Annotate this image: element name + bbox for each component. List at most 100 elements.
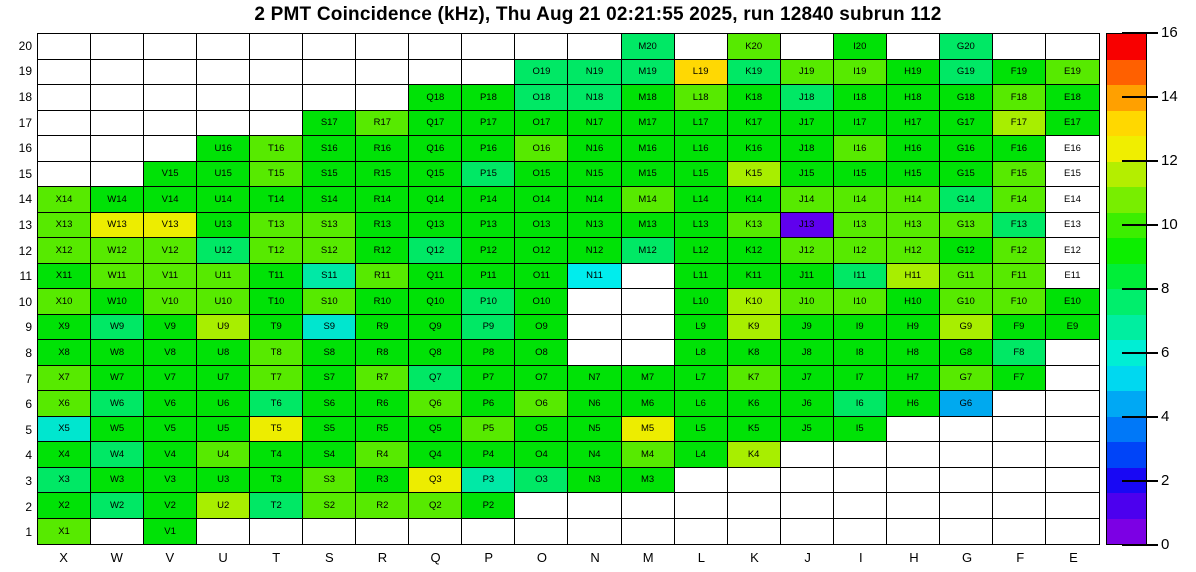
- cell-G6: G6: [939, 391, 993, 417]
- cell-M9: [621, 314, 675, 340]
- cell-Q15: Q15: [409, 161, 463, 187]
- cell-I16: I16: [833, 136, 887, 162]
- cell-O15: O15: [515, 161, 569, 187]
- cell-L4: L4: [674, 442, 728, 468]
- cell-L11: L11: [674, 263, 728, 289]
- cell-K11: K11: [727, 263, 781, 289]
- cell-O16: O16: [515, 136, 569, 162]
- cell-S16: S16: [303, 136, 357, 162]
- cell-S14: S14: [303, 187, 357, 213]
- colorbar-band-19: [1107, 34, 1146, 60]
- colorbar-band-4: [1107, 416, 1146, 442]
- cell-I1: [833, 518, 887, 544]
- cell-I20: I20: [833, 34, 887, 60]
- cell-X17: [38, 110, 92, 136]
- cell-G14: G14: [939, 187, 993, 213]
- cell-I8: I8: [833, 340, 887, 366]
- cell-N11: N11: [568, 263, 622, 289]
- cell-J5: J5: [780, 416, 834, 442]
- x-tick-S: S: [324, 550, 334, 565]
- cell-L10: L10: [674, 289, 728, 315]
- cell-I18: I18: [833, 85, 887, 111]
- cell-R13: R13: [356, 212, 410, 238]
- cell-E19: E19: [1045, 59, 1099, 85]
- y-tick-14: 14: [18, 192, 32, 207]
- cell-E18: E18: [1045, 85, 1099, 111]
- cell-U17: [197, 110, 251, 136]
- cell-L18: L18: [674, 85, 728, 111]
- cell-K17: K17: [727, 110, 781, 136]
- cell-V3: V3: [144, 467, 198, 493]
- cell-J20: [780, 34, 834, 60]
- cell-F18: F18: [992, 85, 1046, 111]
- cell-E11: E11: [1045, 263, 1099, 289]
- colorbar-label-10: 10: [1161, 216, 1178, 233]
- colorbar-label-4: 4: [1161, 408, 1170, 425]
- cell-U19: [197, 59, 251, 85]
- cell-X7: X7: [38, 365, 92, 391]
- y-tick-18: 18: [18, 90, 32, 104]
- cell-I6: I6: [833, 391, 887, 417]
- cell-Q10: Q10: [409, 289, 463, 315]
- x-tick-V: V: [165, 550, 175, 565]
- cell-O6: O6: [515, 391, 569, 417]
- cell-Q16: Q16: [409, 136, 463, 162]
- cell-J12: J12: [780, 238, 834, 264]
- x-tick-M: M: [642, 550, 654, 565]
- cell-H13: H13: [886, 212, 940, 238]
- cell-K9: K9: [727, 314, 781, 340]
- cell-F7: F7: [992, 365, 1046, 391]
- cell-M2: [621, 493, 675, 519]
- cell-J16: J18: [780, 136, 834, 162]
- colorbar-tick-14: [1122, 96, 1158, 98]
- cell-N19: N19: [568, 59, 622, 85]
- cell-S3: S3: [303, 467, 357, 493]
- colorbar-band-9: [1107, 289, 1146, 315]
- cell-X2: X2: [38, 493, 92, 519]
- cell-O19: O19: [515, 59, 569, 85]
- cell-Q2: Q2: [409, 493, 463, 519]
- cell-H16: H16: [886, 136, 940, 162]
- colorbar-band-15: [1107, 136, 1146, 162]
- cell-L20: [674, 34, 728, 60]
- cell-X16: [38, 136, 92, 162]
- cell-W1: [91, 518, 145, 544]
- cell-K18: K18: [727, 85, 781, 111]
- cell-R7: R7: [356, 365, 410, 391]
- cell-W5: W5: [91, 416, 145, 442]
- colorbar-label-14: 14: [1161, 88, 1178, 105]
- cell-G3: [939, 467, 993, 493]
- cell-L5: L5: [674, 416, 728, 442]
- cell-R9: R9: [356, 314, 410, 340]
- cell-O7: O7: [515, 365, 569, 391]
- cell-S13: S13: [303, 212, 357, 238]
- cell-E1: [1045, 518, 1099, 544]
- cell-F15: F15: [992, 161, 1046, 187]
- cell-O18: O18: [515, 85, 569, 111]
- cell-W8: W8: [91, 340, 145, 366]
- cell-R4: R4: [356, 442, 410, 468]
- y-tick-20: 20: [18, 38, 32, 53]
- cell-G11: G11: [939, 263, 993, 289]
- cell-V12: V12: [144, 238, 198, 264]
- cell-R18: [356, 85, 410, 111]
- cell-N16: N16: [568, 136, 622, 162]
- cell-U2: U2: [197, 493, 251, 519]
- cell-J9: J9: [780, 314, 834, 340]
- cell-I4: [833, 442, 887, 468]
- cell-E9: E9: [1045, 314, 1099, 340]
- cell-F14: F14: [992, 187, 1046, 213]
- cell-K2: [727, 493, 781, 519]
- cell-S6: S6: [303, 391, 357, 417]
- cell-N8: [568, 340, 622, 366]
- y-tick-8: 8: [25, 346, 32, 360]
- cell-W10: W10: [91, 289, 145, 315]
- x-tick-J: J: [804, 550, 811, 565]
- cell-O4: O4: [515, 442, 569, 468]
- cell-T13: T13: [250, 212, 304, 238]
- cell-H10: H10: [886, 289, 940, 315]
- cell-F2: [992, 493, 1046, 519]
- cell-O1: [515, 518, 569, 544]
- cell-V13: V13: [144, 212, 198, 238]
- cell-J15: J15: [780, 161, 834, 187]
